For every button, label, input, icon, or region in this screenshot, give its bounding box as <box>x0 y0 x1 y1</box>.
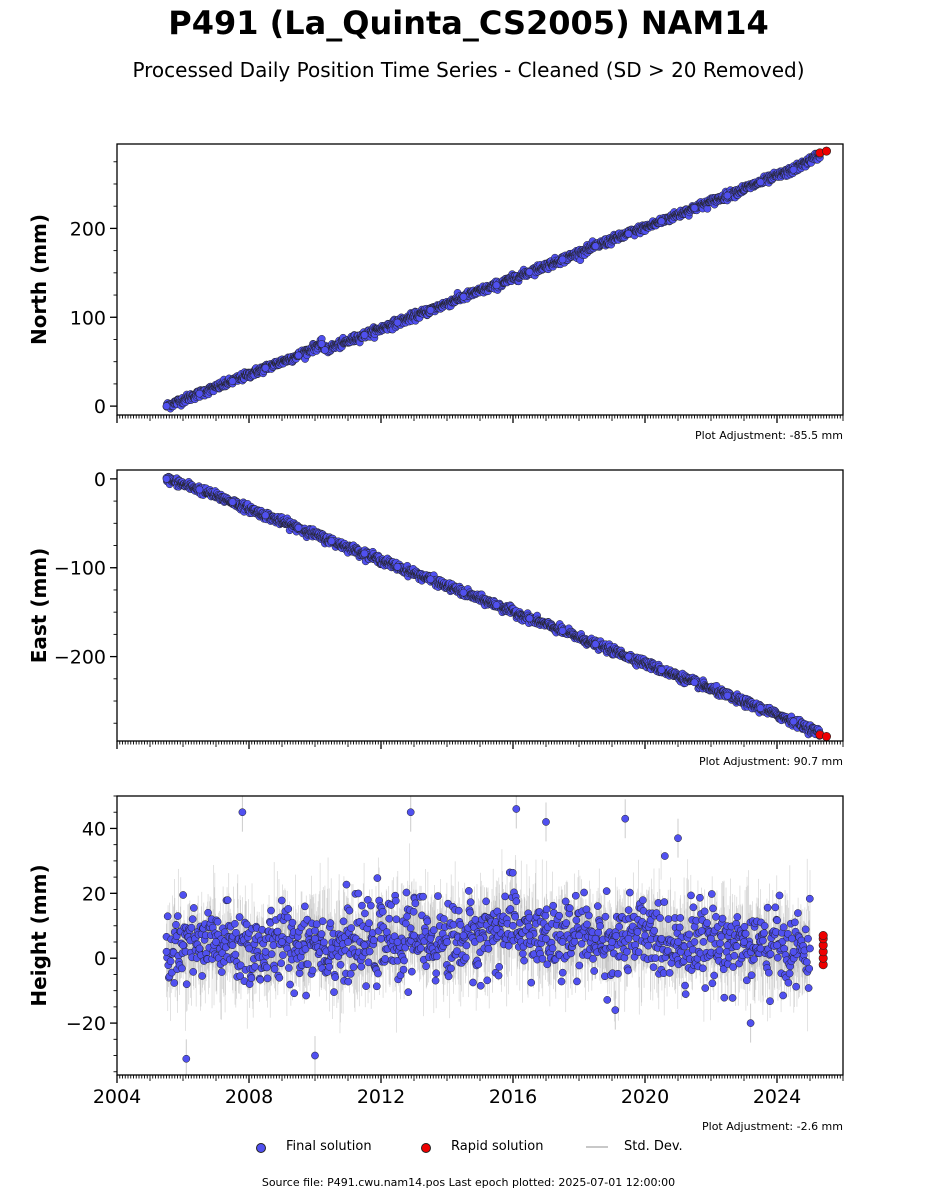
final-solution-point <box>459 292 468 301</box>
final-solution-point <box>317 340 326 348</box>
final-solution-point <box>723 691 732 700</box>
rapid-solution-point <box>822 732 831 741</box>
final-solution-point <box>195 485 204 494</box>
plot-adjustment-note: Plot Adjustment: -85.5 mm <box>695 429 843 442</box>
final-solution-point <box>426 306 435 315</box>
y-tick-label: 100 <box>70 307 106 329</box>
final-solution-point <box>162 402 171 410</box>
final-solution-point <box>261 511 270 520</box>
final-solution-point <box>789 717 798 726</box>
final-solution-point <box>294 351 303 360</box>
panel-1: 0 100 200 North (mm) Plot Adjustment: -85.5 … <box>27 143 844 442</box>
final-solution-point <box>162 475 171 483</box>
final-solution-point <box>789 165 798 174</box>
final-solution-point <box>393 562 402 571</box>
final-solution-point <box>492 281 501 290</box>
chart-subtitle: Processed Daily Position Time Series - C… <box>132 58 805 82</box>
y-axis-label: East (mm) <box>27 548 51 664</box>
final-solution-point <box>657 217 666 226</box>
final-solution-point <box>690 204 699 212</box>
plot-area-1 <box>162 146 831 413</box>
final-solution-point <box>756 178 765 187</box>
final-solution-point <box>591 242 600 251</box>
y-tick-label: 0 <box>94 396 106 418</box>
final-solution-point <box>723 191 732 200</box>
final-solution-point <box>690 678 699 687</box>
plot-adjustment-note: Plot Adjustment: 90.7 mm <box>699 755 843 768</box>
final-solution-point <box>228 498 237 506</box>
final-solution-point <box>558 255 567 264</box>
plot-area-2 <box>162 472 831 741</box>
final-solution-point <box>558 626 567 635</box>
chart-title: P491 (La_Quinta_CS2005) NAM14 <box>168 4 769 42</box>
final-solution-point <box>624 229 633 238</box>
final-solution-point <box>321 346 329 354</box>
final-solution-point <box>492 601 501 609</box>
final-solution-point <box>360 549 369 558</box>
final-solution-point <box>624 652 633 661</box>
final-solution-point <box>195 389 204 398</box>
y-axis-label: North (mm) <box>27 214 51 345</box>
plot-frame <box>116 143 844 416</box>
y-tick-label: 0 <box>94 469 106 491</box>
final-solution-point <box>327 537 336 545</box>
final-solution-point <box>228 377 237 386</box>
final-solution-point <box>426 575 435 584</box>
rapid-solution-point <box>821 146 831 156</box>
final-solution-point <box>459 588 468 597</box>
final-solution-point <box>591 640 600 649</box>
final-solution-point <box>525 268 534 276</box>
final-solution-point <box>393 318 402 327</box>
final-solution-point <box>525 614 534 623</box>
final-solution-point <box>261 364 270 372</box>
final-solution-point <box>756 704 765 712</box>
final-solution-point <box>294 523 303 532</box>
final-solution-point <box>360 331 369 339</box>
final-solution-point <box>657 666 666 674</box>
y-tick-label: −200 <box>54 647 106 669</box>
y-tick-label: −100 <box>54 558 106 580</box>
y-tick-label: 200 <box>70 218 106 240</box>
plot-area-3 <box>162 796 828 1075</box>
